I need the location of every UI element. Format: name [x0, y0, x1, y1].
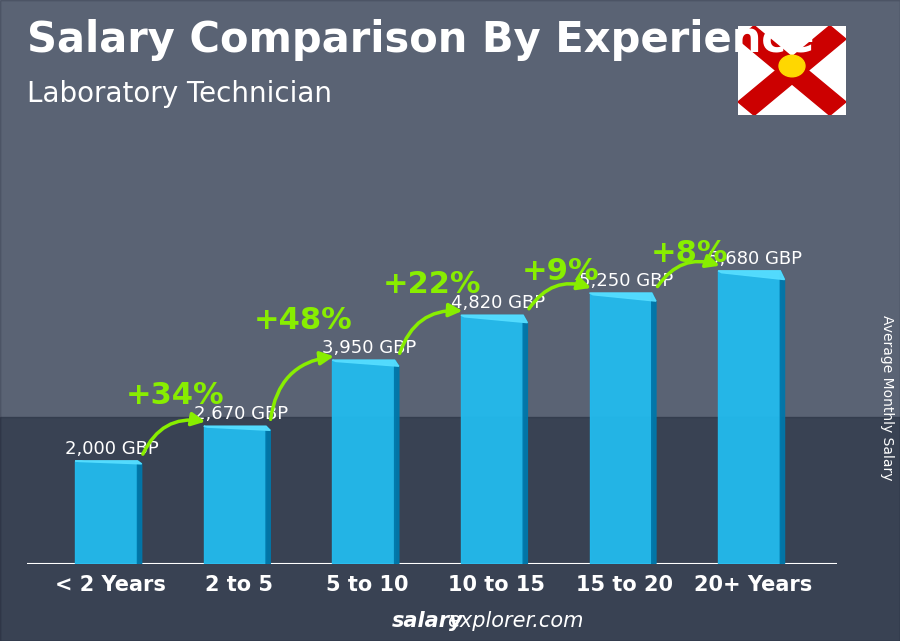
- Polygon shape: [394, 360, 399, 564]
- Polygon shape: [738, 26, 846, 115]
- Text: 2,000 GBP: 2,000 GBP: [65, 440, 158, 458]
- Polygon shape: [738, 26, 846, 115]
- Polygon shape: [461, 315, 527, 322]
- Text: 5,250 GBP: 5,250 GBP: [580, 272, 673, 290]
- Text: Average Monthly Salary: Average Monthly Salary: [879, 315, 894, 480]
- Bar: [76, 461, 138, 564]
- Bar: [461, 315, 523, 564]
- Circle shape: [779, 55, 805, 77]
- Polygon shape: [652, 293, 656, 564]
- Text: 3,950 GBP: 3,950 GBP: [322, 339, 417, 357]
- Text: 2,670 GBP: 2,670 GBP: [194, 405, 288, 423]
- Bar: [590, 293, 652, 564]
- Bar: [332, 360, 394, 564]
- Polygon shape: [523, 315, 527, 564]
- Text: 5,680 GBP: 5,680 GBP: [707, 250, 802, 268]
- Text: +48%: +48%: [254, 306, 353, 335]
- Bar: [203, 426, 266, 564]
- Text: Laboratory Technician: Laboratory Technician: [27, 80, 332, 108]
- Bar: [718, 271, 780, 564]
- Polygon shape: [590, 293, 656, 301]
- Text: +8%: +8%: [651, 238, 728, 268]
- Polygon shape: [138, 461, 141, 564]
- Polygon shape: [780, 271, 785, 564]
- Text: +34%: +34%: [125, 381, 224, 410]
- Polygon shape: [332, 360, 399, 366]
- Text: +9%: +9%: [522, 256, 599, 285]
- Text: explorer.com: explorer.com: [447, 612, 584, 631]
- Polygon shape: [76, 461, 141, 464]
- Text: +22%: +22%: [382, 270, 482, 299]
- Text: 4,820 GBP: 4,820 GBP: [451, 294, 544, 312]
- Text: salary: salary: [392, 612, 464, 631]
- Polygon shape: [203, 426, 270, 430]
- Polygon shape: [718, 271, 785, 279]
- Text: Salary Comparison By Experience: Salary Comparison By Experience: [27, 19, 814, 62]
- Polygon shape: [266, 426, 270, 564]
